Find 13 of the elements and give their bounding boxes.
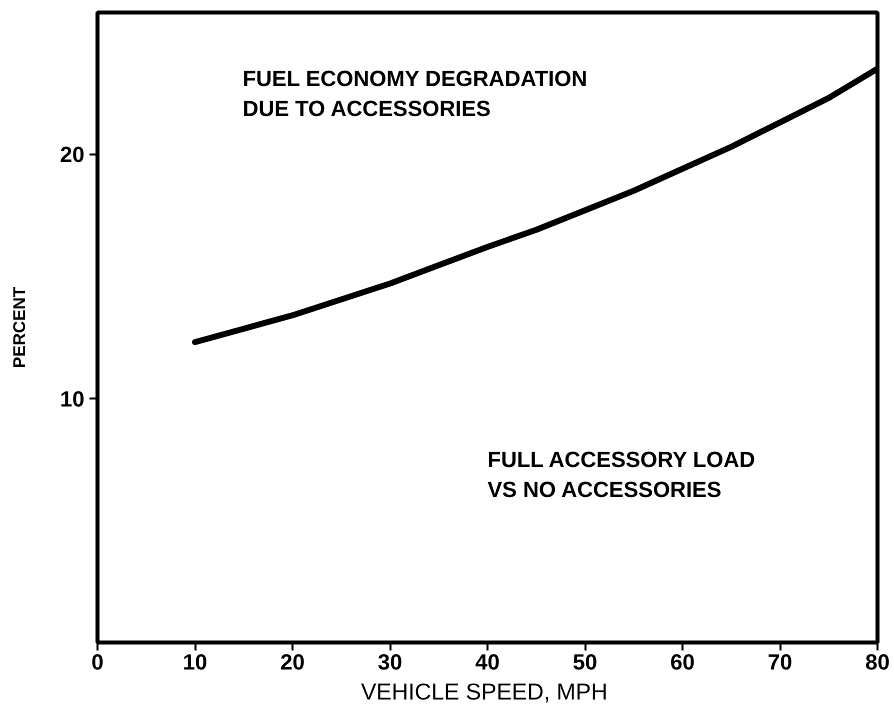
x-tick-label: 60 bbox=[670, 650, 695, 674]
text: FUEL ECONOMY DEGRADATION DUE TO ACCESSORIES bbox=[242, 66, 588, 122]
x-tick-label: 40 bbox=[475, 650, 500, 674]
x-tick-label: 0 bbox=[91, 650, 104, 674]
annotation: FULL ACCESSORY LOAD VS NO ACCESSORIES bbox=[488, 447, 756, 502]
x-tick-label: 30 bbox=[378, 650, 402, 674]
x-tick-label: 70 bbox=[768, 650, 792, 674]
x-tick-label: 10 bbox=[182, 650, 208, 674]
x-tick-label: 20 bbox=[280, 650, 305, 674]
x-tick-label: 50 bbox=[572, 650, 598, 674]
x-tick-label: 80 bbox=[865, 650, 890, 674]
y-axis-title: PERCENT bbox=[10, 286, 30, 368]
x-axis-title: VEHICLE SPEED, MPH bbox=[360, 678, 608, 704]
